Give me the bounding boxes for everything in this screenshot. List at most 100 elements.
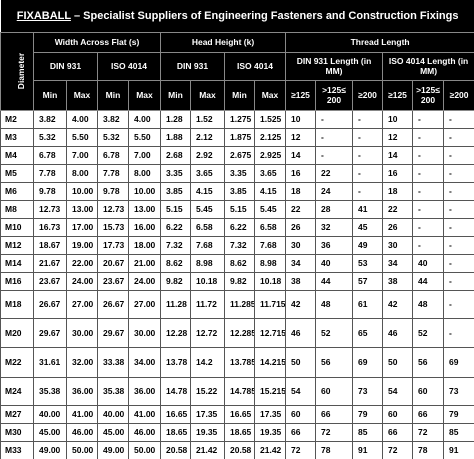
sub-header: >125≤ 200 [315,79,353,111]
value-cell: 17.73 [97,235,129,255]
value-cell: 11.715 [254,289,286,319]
header-row: Diameter Width Across Flat (s) Head Height… [0,31,474,111]
diameter-cell: M12 [0,235,34,255]
value-cell: 79 [442,404,474,424]
standard-header: ISO 4014 Length (in MM) [381,51,474,81]
value-cell: 20.58 [160,440,191,459]
value-cell: 3.35 [224,163,255,183]
value-cell: 7.68 [254,235,286,255]
value-cell: - [442,317,474,348]
value-cell: 2.92 [190,145,225,165]
value-cell: 6.78 [97,145,129,165]
value-cell: - [442,235,474,255]
value-cell: 20.58 [224,440,255,459]
value-cell: 72 [315,422,353,442]
value-cell: 85 [352,422,383,442]
value-cell: 16 [285,163,316,183]
brand: FIXABALL [16,9,71,22]
value-cell: 19.35 [254,422,286,442]
value-cell: 12.715 [254,317,286,348]
sub-header: Min [33,79,67,111]
value-cell: 3.65 [254,163,286,183]
sub-header: Min [160,79,191,111]
value-cell: - [442,199,474,219]
data-row: M22 31.61 32.00 33.38 34.00 13.78 14.2 13.785 14… [0,346,474,378]
value-cell: 12 [285,127,316,147]
data-row: M20 29.67 30.00 29.67 30.00 12.28 12.72 12.285 1… [0,317,474,348]
value-cell: 3.82 [97,109,129,129]
diameter-cell: M30 [0,422,34,442]
value-cell: 7.32 [160,235,191,255]
value-cell: 13.00 [66,199,98,219]
value-cell: 5.50 [128,127,161,147]
value-cell: 72 [382,440,413,459]
value-cell: 2.925 [254,145,286,165]
value-cell: 22 [285,199,316,219]
value-cell: 8.62 [224,253,255,273]
value-cell: 22.00 [66,253,98,273]
value-cell: 3.85 [160,181,191,201]
value-cell: 16.00 [128,217,161,237]
value-cell: 35.38 [33,376,67,406]
value-cell: 26.67 [97,289,129,319]
value-cell: 19.00 [66,235,98,255]
value-cell: 7.00 [66,145,98,165]
value-cell: 20.67 [97,253,129,273]
value-cell: 50.00 [128,440,161,459]
sub-header: Max [66,79,98,111]
value-cell: 30.00 [128,317,161,348]
value-cell: - [315,109,353,129]
value-cell: 79 [352,404,383,424]
value-cell: - [442,181,474,201]
data-row: M2 3.82 4.00 3.82 4.00 1.28 1.52 1.275 1.525 10- -… [0,109,474,129]
value-cell: 22 [315,163,353,183]
value-cell: 34 [382,253,413,273]
value-cell: 91 [442,440,474,459]
value-cell: 69 [442,346,474,378]
value-cell: 38 [285,271,316,291]
value-cell: 15.73 [97,217,129,237]
value-cell: 52 [315,317,353,348]
value-cell: 46 [382,317,413,348]
value-cell: 12.73 [97,199,129,219]
diameter-label: Diameter [16,52,27,90]
value-cell: 12.285 [224,317,255,348]
value-cell: 73 [352,376,383,406]
value-cell: 21.42 [254,440,286,459]
value-cell: 78 [315,440,353,459]
value-cell: 5.15 [160,199,191,219]
value-cell: 42 [285,289,316,319]
value-cell: 6.22 [224,217,255,237]
value-cell: 18.65 [224,422,255,442]
value-cell: 60 [382,404,413,424]
value-cell: 18.00 [128,235,161,255]
value-cell: 3.85 [224,181,255,201]
value-cell: 13.78 [160,346,191,378]
data-row: M5 7.78 8.00 7.78 8.00 3.35 3.65 3.35 3.65 16 22-1… [0,163,474,183]
value-cell: - [442,289,474,319]
value-cell: 24.00 [128,271,161,291]
value-cell: 30 [285,235,316,255]
value-cell: - [412,127,444,147]
value-cell: 30.00 [66,317,98,348]
value-cell: 10 [382,109,413,129]
value-cell: - [315,127,353,147]
value-cell: 38 [382,271,413,291]
value-cell: 66 [285,422,316,442]
standard-header: DIN 931 Length (in MM) [285,51,383,81]
value-cell: 4.15 [254,181,286,201]
diameter-cell: M3 [0,127,34,147]
value-cell: 17.35 [190,404,225,424]
value-cell: - [412,217,444,237]
group-header: Width Across Flat (s) [33,31,161,53]
sub-header: >125≤ 200 [412,79,444,111]
value-cell: 23.67 [97,271,129,291]
data-row: M30 45.00 46.00 45.00 46.00 18.65 19.35 18.65 19… [0,422,474,442]
value-cell: 41.00 [66,404,98,424]
data-row: M10 16.73 17.00 15.73 16.00 6.22 6.58 6.22 6.58 2… [0,217,474,237]
value-cell: 10.18 [254,271,286,291]
value-cell: 12.73 [33,199,67,219]
value-cell: - [412,181,444,201]
value-cell: 9.78 [33,181,67,201]
value-cell: 2.125 [254,127,286,147]
